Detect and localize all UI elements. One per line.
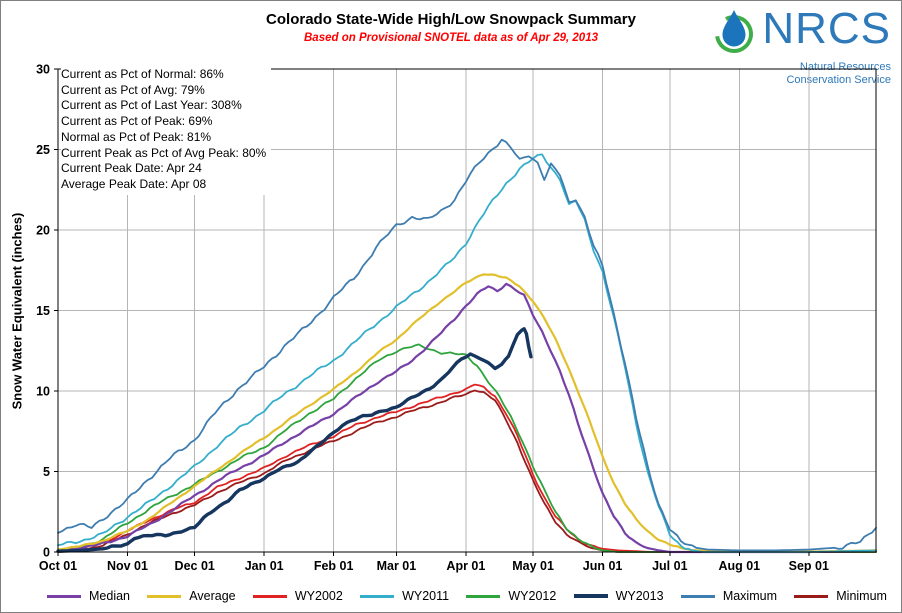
y-tick-label: 25 (36, 143, 50, 157)
legend-swatch (47, 594, 81, 598)
stats-annotation-block: Current as Pct of Normal: 86% Current as … (61, 67, 272, 195)
x-tick-label: Jul 01 (652, 559, 687, 573)
x-tick-label: Mar 01 (377, 559, 417, 573)
legend-swatch (680, 594, 715, 598)
legend-item-maximum: Maximum (680, 589, 777, 603)
legend-swatch (794, 594, 829, 598)
stat-line: Current as Pct of Avg: 79% (61, 82, 205, 97)
stat-line: Normal as Pct of Peak: 81% (61, 129, 212, 144)
legend-swatch (147, 594, 182, 598)
legend-label: WY2012 (508, 589, 557, 603)
x-tick-label: Dec 01 (175, 559, 215, 573)
legend-item-wy2002: WY2002 (252, 589, 343, 603)
x-tick-label: Aug 01 (718, 559, 760, 573)
stat-line: Current as Pct of Last Year: 308% (61, 98, 242, 113)
legend-label: Maximum (722, 589, 777, 603)
x-tick-label: Jan 01 (245, 559, 284, 573)
stat-line: Current as Pct of Normal: 86% (61, 67, 224, 81)
page-title: Colorado State-Wide High/Low Snowpack Su… (266, 11, 636, 28)
y-tick-label: 10 (36, 385, 50, 399)
legend-label: Median (89, 589, 130, 603)
stat-line: Current Peak as Pct of Avg Peak: 80% (61, 145, 267, 160)
x-tick-label: May 01 (512, 559, 554, 573)
x-tick-label: Nov 01 (107, 559, 148, 573)
y-tick-label: 0 (43, 546, 50, 560)
legend-swatch (466, 594, 501, 598)
legend-swatch (360, 594, 395, 598)
legend-label: WY2002 (294, 589, 343, 603)
series-line-wy2002 (57, 383, 877, 553)
y-tick-label: 15 (36, 304, 50, 318)
legend-label: Minimum (836, 589, 887, 603)
chart-legend: Median Average WY2002 WY2011 WY2012 WY2013 Max… (47, 586, 887, 606)
legend-item-wy2013: WY2013 (573, 589, 664, 603)
stat-line: Current as Pct of Peak: 69% (61, 114, 213, 129)
x-tick-label: Sep 01 (789, 559, 829, 573)
legend-item-wy2012: WY2012 (466, 589, 556, 603)
y-tick-label: 30 (36, 63, 50, 77)
nrcs-logo: NRCS Natural Resources Conservation Serv… (701, 7, 891, 87)
y-tick-label: 5 (43, 465, 50, 479)
series-line-wy2013 (56, 327, 533, 553)
stat-line: Average Peak Date: Apr 08 (61, 176, 207, 191)
legend-item-wy2011: WY2011 (360, 589, 449, 603)
series-line-wy2012 (57, 343, 877, 553)
x-tick-label: Oct 01 (39, 559, 77, 573)
chart-subtitle: Based on Provisional SNOTEL data as of A… (304, 32, 598, 44)
legend-item-average: Average (147, 589, 236, 603)
nrcs-wordmark: NRCS (762, 4, 891, 53)
legend-swatch (252, 594, 287, 598)
x-tick-label: Apr 01 (446, 559, 485, 573)
series-line-maximum (57, 138, 877, 552)
x-tick-label: Jun 01 (583, 559, 623, 573)
legend-label: WY2011 (402, 589, 450, 603)
logo-subtext-line2: Conservation Service (786, 74, 891, 86)
legend-swatch (573, 594, 608, 598)
series-line-average (56, 273, 878, 553)
logo-subtext-line1: Natural Resources (799, 61, 891, 73)
y-tick-label: 20 (36, 224, 50, 238)
legend-item-median: Median (47, 589, 130, 603)
legend-label: Average (189, 589, 236, 603)
water-drop-icon (713, 7, 757, 60)
legend-label: WY2013 (615, 589, 664, 603)
legend-item-minimum: Minimum (794, 589, 887, 603)
x-tick-label: Feb 01 (314, 559, 354, 573)
stat-line: Current Peak Date: Apr 24 (61, 161, 202, 176)
